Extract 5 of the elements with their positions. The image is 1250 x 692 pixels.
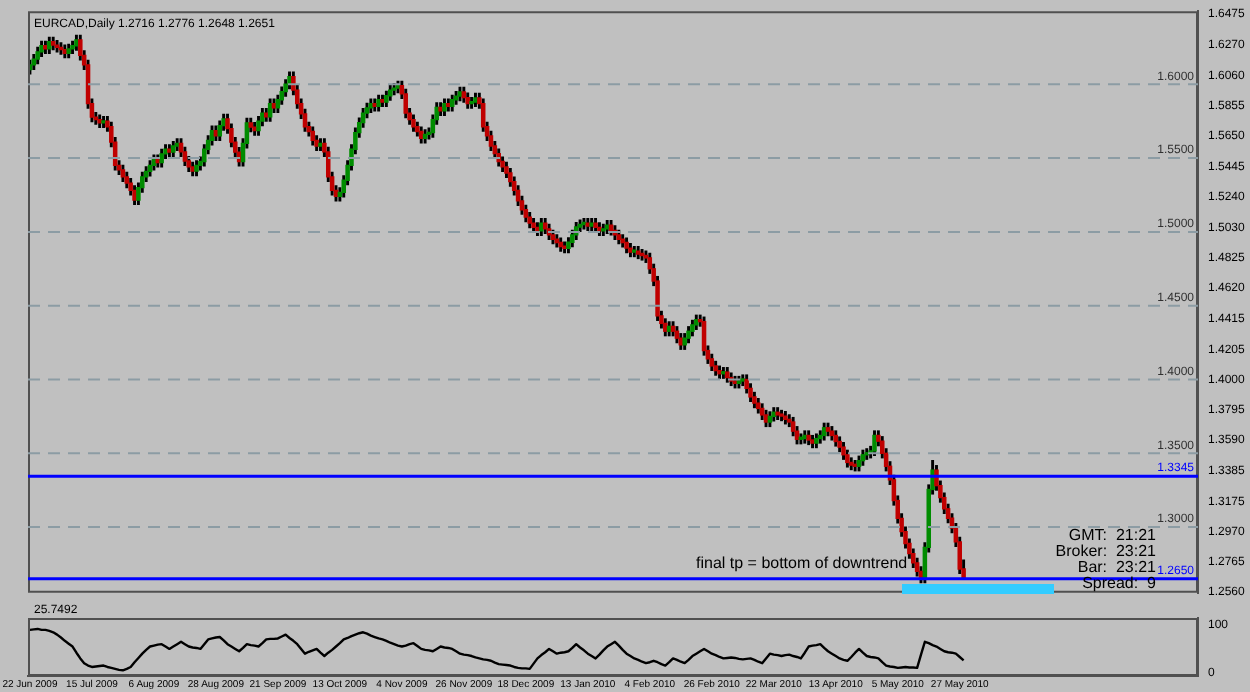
annotation: Bar: 23:21 xyxy=(1077,558,1158,577)
annotation: Broker: 23:21 xyxy=(1055,542,1158,561)
annotation: final tp = bottom of downtrend xyxy=(696,554,908,573)
annotation: Spread: 9 xyxy=(1082,574,1158,593)
annotation: GMT: 21:21 xyxy=(1068,526,1158,545)
